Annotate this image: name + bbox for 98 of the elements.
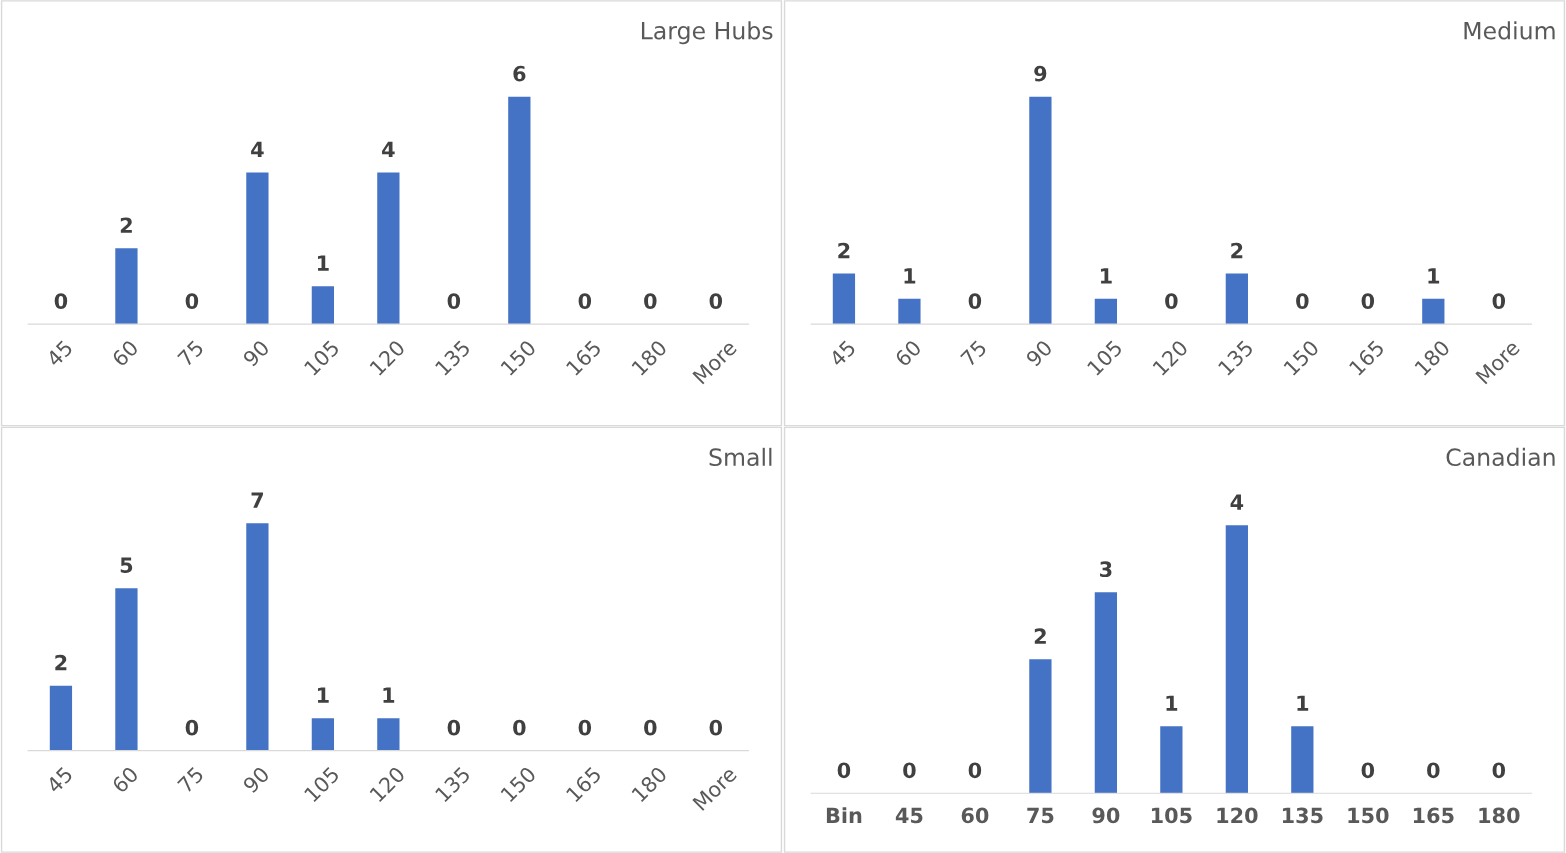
data-label: 0 — [1296, 293, 1309, 309]
data-label: 2 — [1034, 628, 1046, 644]
data-label: 0 — [1427, 762, 1440, 779]
data-label: 0 — [447, 293, 461, 309]
data-label: 4 — [1230, 494, 1244, 510]
bar — [115, 248, 138, 325]
bar — [1291, 726, 1314, 794]
data-label: 4 — [382, 141, 395, 158]
bar — [377, 172, 400, 325]
chart-title: Canadian — [1446, 447, 1555, 467]
x-tick-label: 120 — [1217, 807, 1258, 824]
data-label: 0 — [1492, 293, 1506, 309]
x-tick-label: 75 — [960, 339, 988, 367]
x-tick-label: 150 — [500, 765, 537, 803]
x-tick-label: 60 — [111, 339, 140, 368]
data-label: 0 — [447, 719, 461, 736]
x-tick-label: 165 — [565, 766, 602, 803]
data-label: 7 — [251, 492, 263, 508]
data-label: 0 — [185, 719, 199, 736]
data-label: 6 — [513, 65, 526, 82]
data-label: 1 — [317, 255, 329, 271]
x-tick-label: 75 — [1027, 807, 1054, 824]
data-label: 0 — [837, 762, 851, 779]
x-tick-label: 90 — [242, 339, 271, 368]
bar — [508, 96, 531, 325]
x-tick-label: 135 — [1282, 807, 1323, 824]
data-label: 0 — [903, 762, 916, 779]
bar — [246, 523, 269, 751]
chart-title: Large Hubs — [641, 21, 773, 45]
x-tick-label: Bin — [826, 807, 862, 824]
x-tick-label: 150 — [1283, 339, 1320, 376]
data-label: 0 — [968, 762, 982, 779]
x-tick-label: 60 — [961, 807, 989, 824]
data-label: 0 — [54, 293, 68, 309]
data-label: 1 — [1297, 695, 1309, 711]
data-label: 2 — [55, 654, 67, 671]
data-label: 0 — [644, 293, 657, 309]
bar — [1029, 659, 1052, 794]
x-tick-label: 120 — [369, 339, 406, 376]
data-label: 0 — [644, 719, 657, 736]
data-label: 0 — [968, 293, 982, 309]
x-tick-label: 45 — [828, 339, 857, 368]
data-label: 4 — [251, 141, 264, 158]
chart-title: Small — [709, 447, 772, 467]
bar — [377, 718, 400, 751]
data-label: 0 — [709, 293, 723, 309]
data-label: 0 — [1361, 762, 1375, 779]
data-label: 0 — [578, 719, 592, 736]
x-tick-label: 120 — [1152, 339, 1189, 376]
x-tick-label: 60 — [111, 765, 140, 794]
x-tick-label: 180 — [631, 765, 668, 803]
bar — [49, 685, 73, 751]
x-tick-label: 180 — [631, 339, 668, 376]
data-label: 1 — [1166, 695, 1178, 711]
data-label: 1 — [383, 687, 395, 703]
bar — [246, 172, 269, 325]
bar — [311, 286, 335, 325]
x-tick-label: 105 — [303, 766, 340, 803]
data-label: 9 — [1034, 65, 1047, 82]
x-tick-label: 135 — [434, 766, 471, 803]
x-tick-label: 45 — [895, 807, 923, 824]
chart-title: Medium — [1464, 21, 1555, 40]
data-label: 0 — [1492, 762, 1506, 779]
x-tick-label: 45 — [45, 766, 74, 794]
x-tick-label: 180 — [1479, 807, 1520, 824]
data-label: 0 — [513, 719, 526, 736]
x-tick-label: 165 — [1413, 807, 1454, 824]
data-label: 0 — [709, 719, 723, 736]
data-label: 0 — [1361, 293, 1375, 309]
x-tick-label: 60 — [894, 339, 923, 368]
bar — [1160, 726, 1183, 794]
data-label: 0 — [185, 293, 199, 309]
data-label: 2 — [1231, 242, 1243, 259]
x-tick-label: 75 — [177, 766, 205, 794]
x-tick-label: 120 — [369, 765, 406, 803]
bar — [1225, 525, 1248, 794]
x-tick-label: 90 — [1092, 807, 1120, 824]
data-label: 1 — [904, 268, 916, 284]
x-tick-label: 105 — [1151, 807, 1192, 824]
data-label: 0 — [578, 293, 592, 309]
data-label: 1 — [1428, 268, 1440, 284]
x-tick-label: 90 — [242, 765, 271, 794]
data-label: 3 — [1100, 561, 1112, 578]
data-label: 5 — [120, 557, 133, 574]
bar — [311, 718, 335, 751]
x-tick-label: 45 — [45, 339, 74, 368]
x-tick-label: 180 — [1414, 339, 1451, 376]
x-tick-label: 150 — [1348, 807, 1389, 824]
x-tick-label: 75 — [177, 339, 205, 367]
bar — [115, 588, 138, 751]
data-label: 0 — [1165, 293, 1178, 309]
data-label: 1 — [317, 687, 329, 703]
x-tick-label: 90 — [1025, 339, 1054, 368]
data-label: 1 — [1100, 268, 1112, 284]
x-tick-label: 150 — [500, 339, 537, 376]
data-label: 2 — [838, 242, 850, 259]
data-label: 2 — [120, 217, 132, 233]
bar — [1094, 592, 1118, 794]
